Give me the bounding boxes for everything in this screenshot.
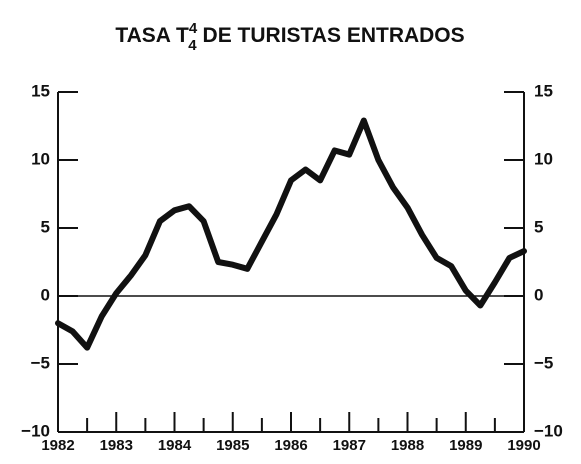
y2-tick-label: 10 bbox=[534, 149, 553, 168]
title-main: TASA T bbox=[115, 24, 189, 47]
x-tick-label: 1990 bbox=[507, 437, 540, 454]
title-sub: 4 bbox=[188, 37, 197, 54]
title-rest: DE TURISTAS ENTRADOS bbox=[203, 24, 465, 47]
x-tick-label: 1989 bbox=[449, 437, 482, 454]
y2-tick-label: 15 bbox=[534, 81, 553, 100]
y2-tick-label: 0 bbox=[534, 285, 543, 304]
y-tick-label: 5 bbox=[41, 217, 50, 236]
y2-tick-label: −10 bbox=[534, 421, 563, 440]
x-tick-label: 1986 bbox=[274, 437, 307, 454]
title-sup: 4 bbox=[189, 20, 198, 37]
y-tick-label: −5 bbox=[31, 353, 50, 372]
y2-tick-label: −5 bbox=[534, 353, 553, 372]
y-tick-label: −10 bbox=[21, 421, 50, 440]
x-tick-label: 1988 bbox=[391, 437, 424, 454]
x-tick-label: 1982 bbox=[41, 437, 74, 454]
x-tick-label: 1985 bbox=[216, 437, 249, 454]
x-tick-label: 1984 bbox=[158, 437, 192, 454]
y2-tick-label: 5 bbox=[534, 217, 543, 236]
x-tick-label: 1983 bbox=[100, 437, 133, 454]
line bbox=[55, 117, 527, 351]
x-tick-label: 1987 bbox=[333, 437, 366, 454]
chart-title: TASA T4 4 DE TURISTAS ENTRADOS bbox=[115, 20, 464, 54]
y-tick-label: 15 bbox=[31, 81, 50, 100]
y-tick-label: 10 bbox=[31, 149, 50, 168]
y-tick-label: 0 bbox=[41, 285, 50, 304]
